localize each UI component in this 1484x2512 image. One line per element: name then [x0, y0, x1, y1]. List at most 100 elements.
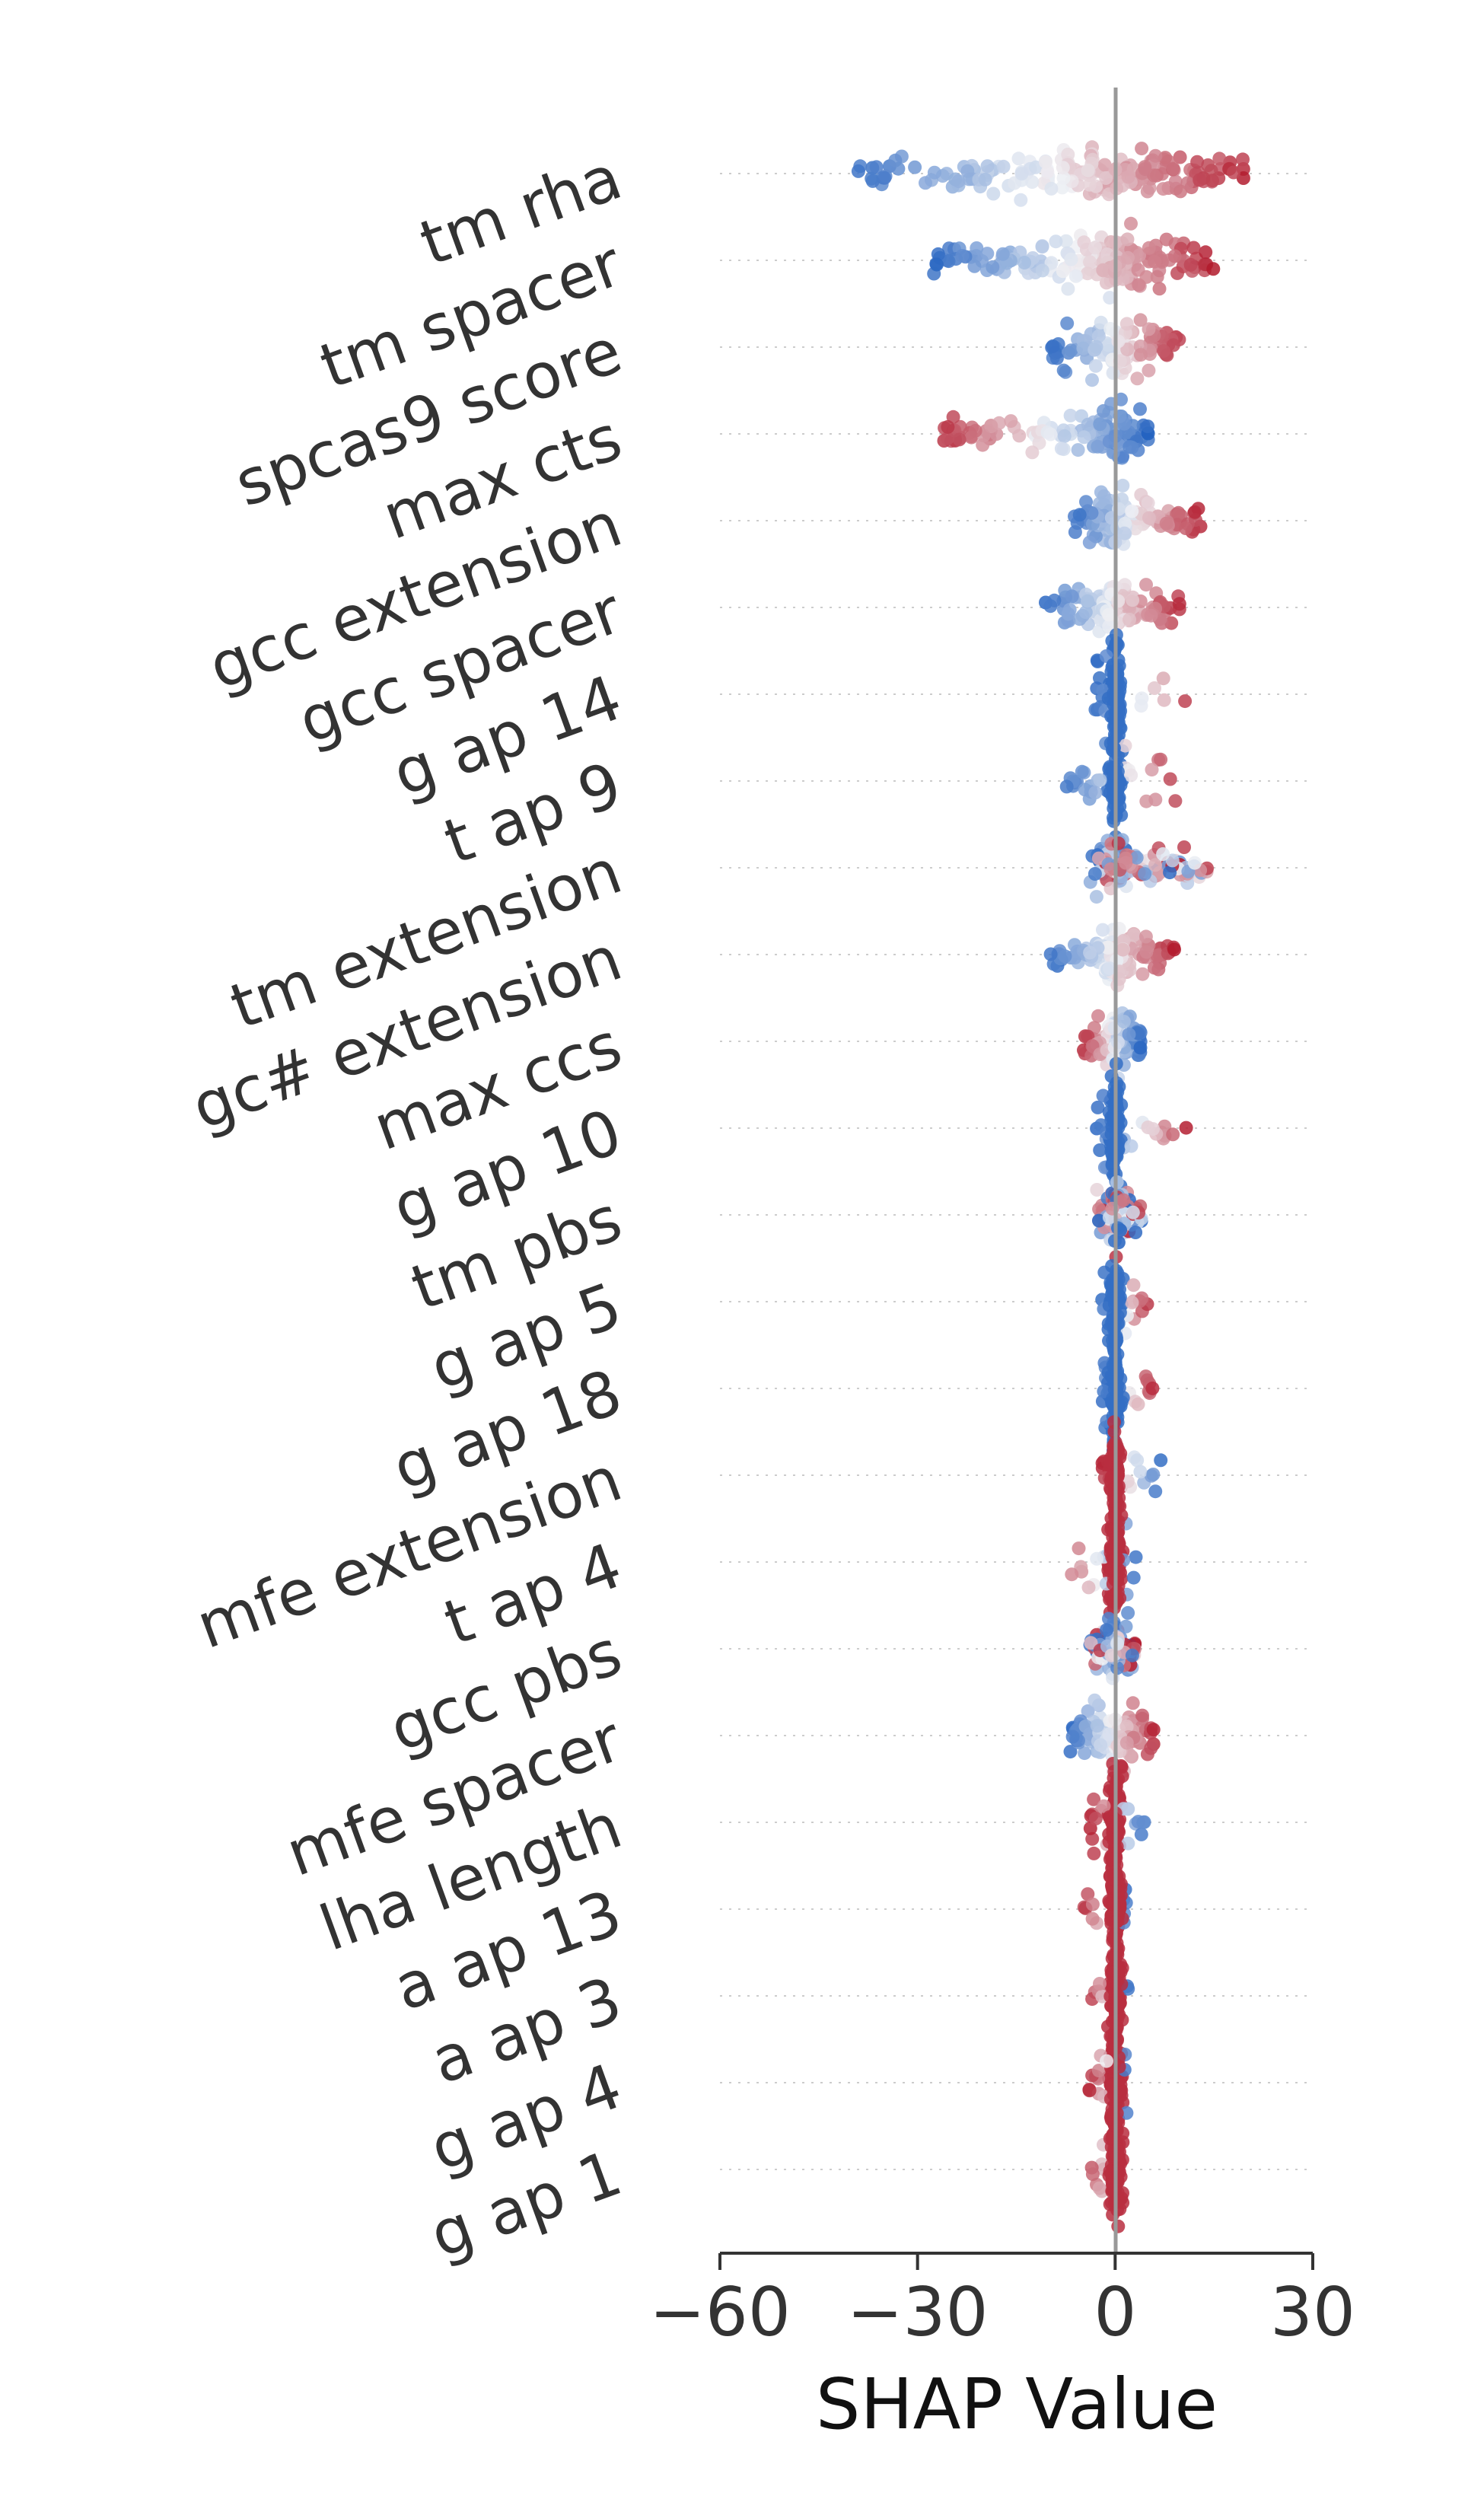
data-point	[1135, 142, 1149, 156]
data-point	[1148, 254, 1161, 269]
data-point	[1150, 948, 1164, 963]
data-point	[1093, 773, 1107, 787]
data-point	[1082, 177, 1097, 192]
data-point	[1172, 597, 1186, 611]
data-point	[1097, 1799, 1111, 1813]
data-point	[1059, 779, 1074, 794]
data-point	[1141, 496, 1155, 510]
data-point	[1166, 161, 1180, 176]
data-point	[1092, 2181, 1107, 2195]
data-point	[1062, 603, 1077, 617]
data-point	[960, 164, 975, 178]
data-point	[1088, 867, 1102, 881]
data-point	[1088, 1812, 1103, 1825]
data-point	[1138, 867, 1152, 881]
data-point	[1004, 414, 1018, 429]
data-point	[1118, 738, 1132, 753]
x-tick-label: −30	[847, 2273, 989, 2351]
data-point	[1148, 148, 1163, 163]
x-tick-label: 0	[1094, 2273, 1136, 2351]
data-point	[1100, 1623, 1113, 1637]
data-point	[1124, 1139, 1138, 1153]
data-point	[1168, 794, 1183, 808]
data-point	[1111, 1884, 1126, 1898]
data-point	[986, 260, 1000, 274]
data-point	[1097, 158, 1112, 172]
data-point	[1103, 291, 1117, 305]
data-point	[1126, 1205, 1140, 1219]
data-point	[1081, 417, 1095, 432]
data-point	[996, 159, 1011, 174]
data-point	[1139, 945, 1154, 959]
data-point	[1156, 182, 1170, 196]
data-point	[1133, 348, 1148, 362]
data-point	[1102, 1611, 1116, 1626]
data-point	[1119, 2106, 1134, 2120]
data-point	[1044, 181, 1059, 196]
data-point	[1085, 373, 1099, 387]
data-point	[1129, 850, 1144, 865]
data-point	[1121, 1605, 1135, 1620]
data-point	[1093, 1143, 1107, 1157]
data-point	[1135, 691, 1149, 706]
data-point	[1163, 865, 1177, 880]
data-point	[1085, 1911, 1100, 1926]
data-point	[1014, 193, 1028, 207]
data-point	[1091, 1009, 1105, 1023]
data-point	[1121, 170, 1135, 184]
data-point	[1133, 1041, 1148, 1055]
data-point	[1115, 2013, 1129, 2027]
row-gridlines	[720, 173, 1313, 2170]
data-point	[1096, 263, 1110, 278]
data-point	[1049, 234, 1063, 249]
data-point	[1088, 241, 1102, 255]
data-point	[1057, 429, 1072, 443]
data-point	[1084, 1636, 1098, 1650]
data-point	[908, 160, 922, 174]
data-point	[1102, 435, 1116, 448]
data-point	[1111, 836, 1126, 850]
data-point	[865, 171, 879, 186]
data-point	[1089, 340, 1103, 354]
data-point	[1035, 240, 1049, 254]
data-point	[1090, 1183, 1104, 1197]
data-point	[1096, 1089, 1110, 1103]
data-point	[1130, 1453, 1145, 1468]
data-point	[1081, 266, 1094, 281]
data-point	[1126, 1696, 1140, 1710]
data-point	[1179, 521, 1193, 535]
data-point	[1146, 1723, 1161, 1737]
data-point	[1061, 282, 1075, 296]
data-point	[1056, 171, 1071, 185]
data-point	[1111, 334, 1126, 349]
data-point	[1090, 1551, 1104, 1566]
data-point	[1144, 1741, 1158, 1755]
data-point	[1156, 671, 1170, 686]
data-point	[1178, 694, 1193, 709]
data-point	[1106, 1815, 1120, 1829]
data-point	[1163, 772, 1177, 786]
data-point	[1046, 339, 1060, 353]
data-point	[1126, 928, 1141, 942]
data-point	[1159, 516, 1174, 531]
data-point	[1177, 840, 1191, 854]
data-point	[1116, 2195, 1130, 2210]
data-point	[1064, 252, 1078, 266]
data-point	[1008, 176, 1022, 190]
data-point	[978, 172, 992, 186]
data-point	[1146, 1468, 1161, 1481]
data-point	[1199, 245, 1213, 260]
data-point	[1116, 942, 1130, 957]
data-point	[1111, 594, 1126, 608]
data-point	[1125, 504, 1139, 518]
data-point	[1116, 1193, 1131, 1207]
data-point	[1227, 165, 1240, 180]
data-point	[1087, 1792, 1101, 1806]
data-point	[1126, 1278, 1141, 1293]
data-point	[1097, 403, 1110, 418]
data-point	[1093, 1977, 1107, 1991]
data-point	[1091, 1100, 1105, 1114]
data-point	[1075, 764, 1089, 779]
data-point	[1126, 1570, 1141, 1585]
data-point	[1131, 1397, 1145, 1411]
